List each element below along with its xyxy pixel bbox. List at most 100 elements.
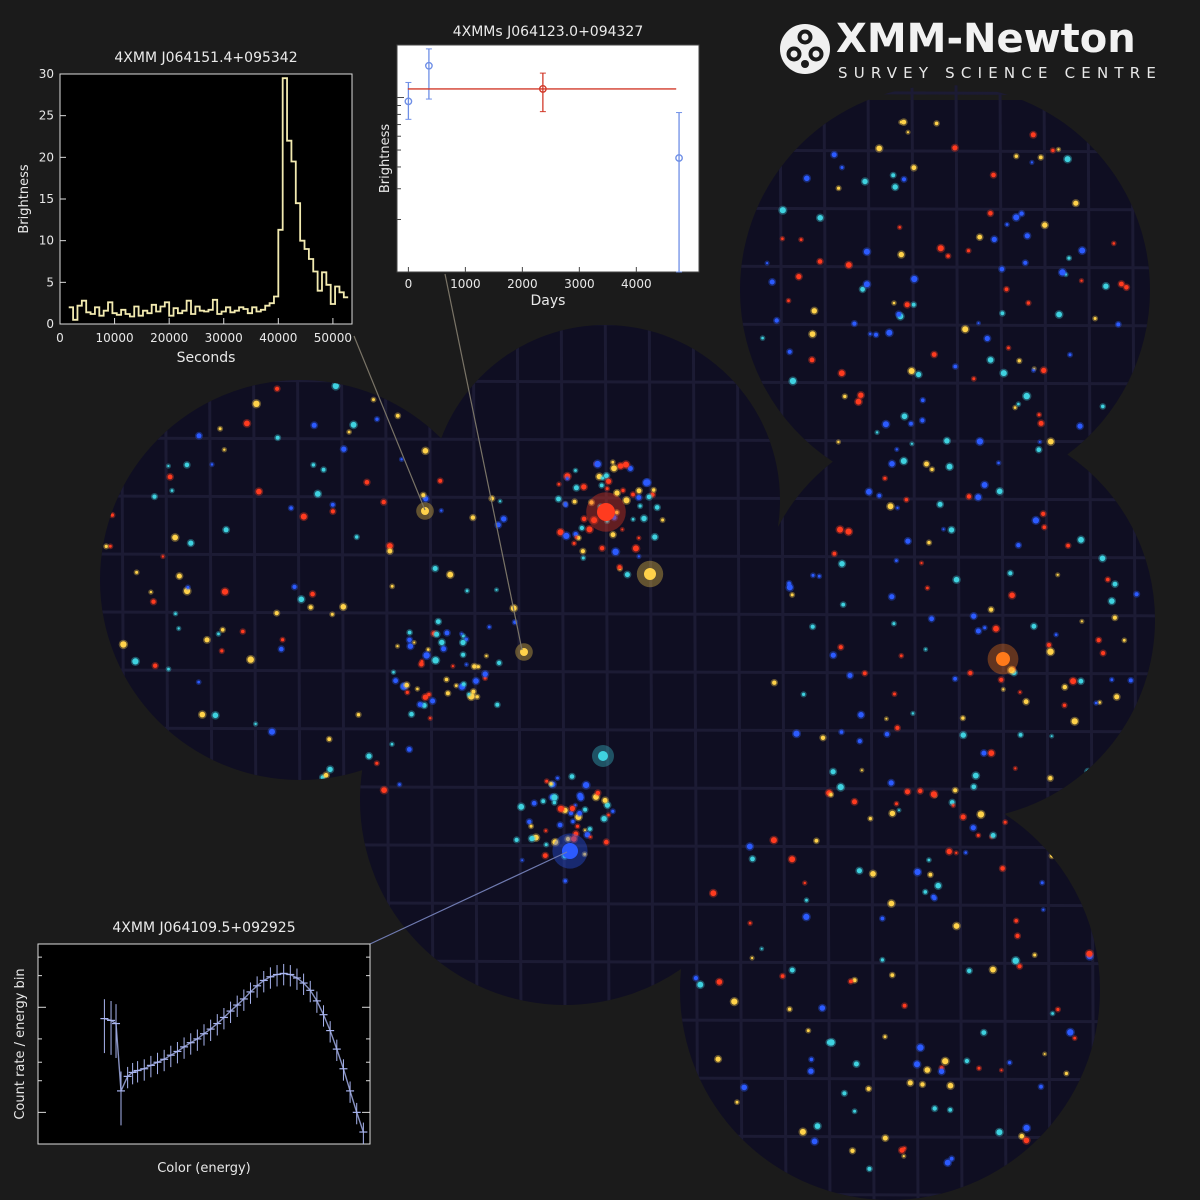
xray-source <box>819 1005 826 1011</box>
y-tick-label: 20 <box>39 150 54 164</box>
xray-source <box>935 882 941 889</box>
xray-source <box>829 793 833 797</box>
xray-source <box>434 631 440 637</box>
x-tick-label: 10000 <box>95 331 133 345</box>
x-axis-label: Seconds <box>177 350 236 366</box>
xray-source <box>591 517 598 524</box>
xray-source <box>862 671 867 676</box>
xray-source <box>153 663 158 668</box>
xray-source <box>811 573 815 577</box>
xray-source <box>993 625 999 632</box>
xray-source <box>837 186 841 190</box>
xray-source <box>870 871 876 877</box>
xray-source <box>1078 678 1084 684</box>
xray-source <box>563 532 570 540</box>
xray-source <box>407 643 414 649</box>
xray-source <box>902 1003 907 1008</box>
xray-source <box>589 835 592 839</box>
xray-source <box>858 712 864 718</box>
xray-source <box>934 121 939 126</box>
xray-source <box>892 301 896 305</box>
spectrum-series <box>104 972 365 1133</box>
xray-source <box>900 458 907 464</box>
xray-source <box>366 753 372 759</box>
xray-source <box>573 831 579 837</box>
xray-source <box>924 648 927 651</box>
xray-source <box>914 1061 920 1068</box>
xray-source <box>1015 933 1020 939</box>
xray-source <box>1003 820 1007 824</box>
xray-source <box>321 467 326 472</box>
xray-source <box>1086 950 1093 957</box>
source-connector-lines <box>353 273 568 945</box>
xray-source <box>789 377 797 385</box>
xray-source <box>444 630 450 636</box>
y-tick-label: 0 <box>46 317 54 331</box>
xray-source <box>787 581 791 586</box>
xray-source <box>984 335 990 342</box>
xray-source <box>990 966 996 973</box>
xray-source <box>172 534 179 541</box>
xray-source <box>880 958 885 962</box>
xray-source <box>87 661 89 663</box>
xray-source <box>731 998 738 1005</box>
bright-source <box>520 648 528 656</box>
xray-source <box>650 492 655 497</box>
xray-source <box>891 173 896 178</box>
xray-source <box>1019 211 1024 216</box>
xray-source <box>470 515 476 520</box>
xray-source <box>880 916 885 921</box>
xray-source <box>901 119 907 125</box>
xray-source <box>1068 353 1072 357</box>
xray-source <box>1007 346 1010 350</box>
bright-source <box>996 652 1010 666</box>
xray-source <box>1073 1036 1077 1040</box>
xray-source <box>1110 678 1114 682</box>
xray-source <box>874 332 878 337</box>
xray-source <box>814 1123 821 1129</box>
xray-source <box>889 461 895 467</box>
xray-source <box>832 551 837 556</box>
xray-source <box>589 500 594 505</box>
data-point <box>425 61 433 70</box>
xray-source <box>970 825 976 831</box>
logo-subtitle: SURVEY SCIENCE CENTRE <box>838 64 1163 82</box>
xray-source <box>886 329 893 336</box>
xray-source <box>735 1100 739 1104</box>
xray-source <box>868 817 873 821</box>
xray-source <box>604 839 609 845</box>
xray-source <box>1099 555 1106 562</box>
xray-source <box>883 476 887 480</box>
xray-source <box>1002 688 1005 691</box>
xray-source-halo <box>1084 767 1093 776</box>
xray-source <box>1134 592 1139 597</box>
xray-source <box>220 649 224 653</box>
xray-source <box>790 593 794 597</box>
xray-source <box>991 236 997 242</box>
xray-source <box>465 663 468 666</box>
lightcurve-plot-area <box>59 73 353 325</box>
xray-source <box>1050 735 1053 738</box>
xray-source <box>989 607 994 612</box>
xray-source <box>422 448 429 454</box>
xray-source <box>976 833 980 837</box>
xray-source-halo <box>161 765 169 774</box>
xray-source <box>955 851 958 855</box>
xray-source <box>930 467 934 472</box>
xray-source <box>1119 281 1124 287</box>
xray-source <box>223 448 226 451</box>
xray-source <box>1000 866 1005 871</box>
xray-source <box>581 556 585 560</box>
xray-source <box>476 665 480 669</box>
xray-source <box>445 691 450 696</box>
xray-source <box>572 499 577 504</box>
xray-source <box>594 460 601 468</box>
xray-source <box>601 476 605 480</box>
xray-source <box>356 713 361 717</box>
xray-source <box>877 493 882 498</box>
bright-source <box>421 507 429 515</box>
xray-source <box>904 498 909 502</box>
xray-source <box>413 641 416 644</box>
xray-source <box>899 654 903 658</box>
xray-source <box>574 469 577 472</box>
